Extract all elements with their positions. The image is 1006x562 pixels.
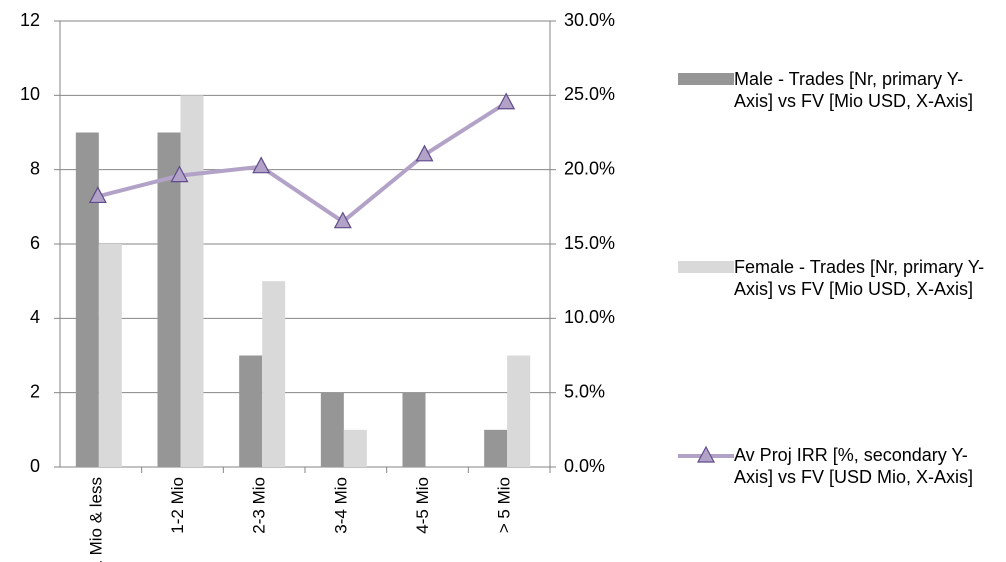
bar <box>157 132 181 467</box>
legend-box <box>678 261 734 273</box>
bar <box>320 392 344 467</box>
x-tick-label: 3-4 Mio <box>331 477 350 534</box>
y2-tick-label: 20.0% <box>564 158 615 178</box>
legend-entry: Av Proj IRR [%, secondary Y-Axis] vs FV … <box>678 444 1003 488</box>
legend-swatch <box>678 444 734 466</box>
bar <box>239 355 263 467</box>
marker <box>252 156 271 174</box>
legend-label: Female - Trades [Nr, primary Y-Axis] vs … <box>734 257 985 299</box>
y-tick-label: 2 <box>30 381 40 401</box>
y-tick-label: 8 <box>30 158 40 178</box>
y-tick-label: 10 <box>20 84 40 104</box>
y2-tick-label: 10.0% <box>564 307 615 327</box>
line <box>97 101 508 225</box>
legend-entry: Male - Trades [Nr, primary Y-Axis] vs FV… <box>678 68 1003 112</box>
bar <box>180 95 204 467</box>
legend-marker <box>697 445 715 463</box>
legend-swatch-icon <box>678 261 734 273</box>
legend-box <box>678 73 734 85</box>
y-tick-label: 6 <box>30 233 40 253</box>
marker <box>415 144 434 162</box>
y2-tick-label: 5.0% <box>564 381 605 401</box>
x-tick-label: 1 Mio & less <box>86 477 105 562</box>
bar <box>75 132 99 467</box>
y2-tick-label: 30.0% <box>564 10 615 30</box>
legend-label: Male - Trades [Nr, primary Y-Axis] vs FV… <box>734 69 974 111</box>
legend-swatch <box>678 256 734 278</box>
legend-swatch-icon <box>678 445 734 463</box>
marker <box>333 211 352 229</box>
legend-swatch-icon <box>678 73 734 85</box>
marker <box>497 92 516 110</box>
bar <box>343 429 367 467</box>
y-tick-label: 0 <box>30 456 40 476</box>
x-tick-label: > 5 Mio <box>495 477 514 533</box>
bar <box>402 392 426 467</box>
bar <box>262 281 286 467</box>
y-tick-label: 4 <box>30 307 40 327</box>
bar <box>484 429 508 467</box>
legend-swatch <box>678 68 734 90</box>
bar <box>98 244 122 467</box>
x-tick-label: 1-2 Mio <box>168 477 187 534</box>
x-tick-label: 4-5 Mio <box>413 477 432 534</box>
x-tick-label: 2-3 Mio <box>250 477 269 534</box>
legend-entry: Female - Trades [Nr, primary Y-Axis] vs … <box>678 256 1003 300</box>
y-tick-label: 12 <box>20 10 40 30</box>
y2-tick-label: 15.0% <box>564 233 615 253</box>
bar <box>507 355 531 467</box>
legend-label: Av Proj IRR [%, secondary Y-Axis] vs FV … <box>734 445 974 487</box>
y2-tick-label: 0.0% <box>564 456 605 476</box>
marker <box>88 186 107 204</box>
y2-tick-label: 25.0% <box>564 84 615 104</box>
marker <box>170 165 189 183</box>
